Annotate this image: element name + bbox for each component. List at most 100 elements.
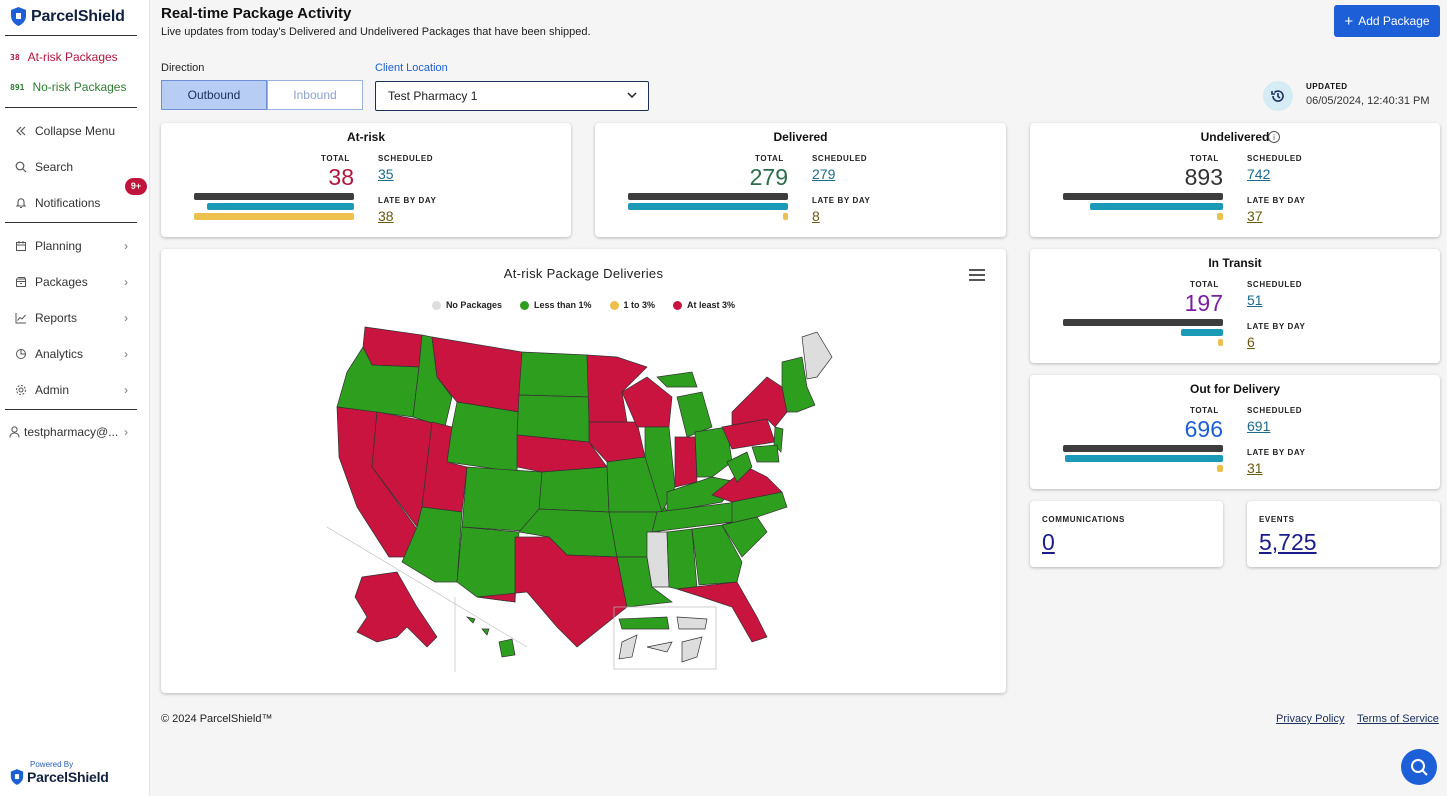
total-bar: [628, 193, 788, 200]
legend-dot: [519, 300, 529, 310]
hamburger-menu-icon[interactable]: [969, 269, 985, 283]
powered-by-text: Powered By: [30, 760, 74, 769]
powered-by-logo: Powered By ParcelShield: [10, 760, 109, 785]
state-texas: [476, 536, 628, 648]
us-choropleth-map: [327, 326, 833, 672]
late-label: LATE BY DAY: [812, 196, 871, 205]
search-button[interactable]: Search: [14, 160, 132, 174]
late-link[interactable]: 31: [1247, 460, 1263, 476]
sidebar-item-reports[interactable]: Reports ›: [14, 311, 132, 325]
late-link[interactable]: 37: [1247, 208, 1263, 224]
legend-item-at-least-3[interactable]: At least 3%: [673, 300, 735, 310]
info-icon[interactable]: i: [1268, 131, 1280, 143]
scheduled-link[interactable]: 51: [1247, 292, 1263, 308]
sidebar-item-analytics[interactable]: Analytics ›: [14, 347, 132, 361]
late-link[interactable]: 8: [812, 208, 820, 224]
card-communications: COMMUNICATIONS 0: [1030, 501, 1223, 567]
late-link[interactable]: 38: [378, 208, 394, 224]
analytics-icon: [14, 348, 27, 361]
total-label: TOTAL: [755, 154, 784, 163]
add-package-button[interactable]: + Add Package: [1334, 5, 1440, 37]
map-card: At-risk Package Deliveries No Packages L…: [161, 249, 1006, 693]
state-new-york: [731, 376, 788, 428]
sidebar-item-at-risk[interactable]: 38 At-risk Packages: [10, 50, 118, 64]
sidebar-item-no-risk[interactable]: 891 No-risk Packages: [10, 80, 126, 94]
legend-label: No Packages: [445, 300, 502, 310]
late-link[interactable]: 6: [1247, 334, 1255, 350]
terms-of-service-link[interactable]: Terms of Service: [1357, 713, 1439, 725]
card-out-for-delivery: Out for Delivery TOTAL 696 SCHEDULED 691 LATE…: [1030, 375, 1440, 489]
state-wisconsin: [621, 376, 673, 428]
card-delivered: Delivered TOTAL 279 SCHEDULED 279 LATE BY DAY…: [595, 123, 1006, 237]
sidebar: ParcelShield 38 At-risk Packages 891 No-…: [0, 0, 150, 796]
scheduled-bar: [1065, 455, 1223, 462]
state-mississippi: [646, 531, 670, 588]
notifications-badge: 9+: [125, 178, 147, 195]
territory-mariana: [681, 636, 703, 663]
total-bar: [1063, 193, 1223, 200]
scheduled-link[interactable]: 742: [1247, 166, 1271, 182]
privacy-policy-link[interactable]: Privacy Policy: [1276, 713, 1345, 725]
total-value: 893: [1184, 164, 1223, 190]
client-location-label: Client Location: [375, 62, 448, 74]
state-washington: [362, 326, 423, 368]
sidebar-item-admin[interactable]: Admin ›: [14, 383, 132, 397]
scheduled-link[interactable]: 691: [1247, 418, 1271, 434]
divider: [5, 222, 137, 223]
events-value[interactable]: 5,725: [1259, 529, 1317, 555]
state-ohio: [694, 426, 733, 478]
direction-toggle: Outbound Inbound: [161, 80, 363, 110]
territory-guam: [618, 634, 638, 660]
scheduled-link[interactable]: 279: [812, 166, 836, 182]
late-bar: [194, 213, 354, 220]
chart-line-icon: [14, 312, 27, 325]
bell-icon: [14, 197, 27, 210]
card-title: Out for Delivery: [1189, 382, 1281, 396]
legend-item-less-than-1[interactable]: Less than 1%: [519, 300, 592, 310]
state-alabama: [666, 528, 698, 590]
collapse-menu-button[interactable]: Collapse Menu: [14, 124, 132, 138]
scheduled-link[interactable]: 35: [378, 166, 394, 182]
communications-value[interactable]: 0: [1042, 529, 1055, 555]
search-icon: [1411, 759, 1428, 776]
state-pennsylvania: [721, 418, 776, 450]
user-account-button[interactable]: testpharmacy@... ›: [8, 425, 132, 439]
divider: [5, 35, 137, 36]
shield-logo-icon: [10, 769, 24, 785]
sidebar-item-planning[interactable]: Planning ›: [14, 239, 132, 253]
map-title: At-risk Package Deliveries: [503, 266, 664, 281]
package-icon: [14, 276, 27, 289]
sidebar-item-packages[interactable]: Packages ›: [14, 275, 132, 289]
total-bar: [1063, 319, 1223, 326]
late-bar: [1218, 339, 1223, 346]
state-indiana: [674, 436, 698, 488]
brand-name: ParcelShield: [31, 7, 125, 25]
late-bar: [1217, 465, 1223, 472]
brand-logo[interactable]: ParcelShield: [10, 7, 125, 26]
history-icon: [1263, 81, 1293, 111]
page-subtitle: Live updates from today's Delivered and …: [161, 26, 591, 38]
notifications-label: Notifications: [35, 196, 101, 210]
late-bar: [783, 213, 788, 220]
legend-label: 1 to 3%: [623, 300, 656, 310]
state-maryland-delaware: [751, 444, 780, 463]
legend-item-no-packages[interactable]: No Packages: [431, 300, 502, 310]
page-title: Real-time Package Activity: [161, 5, 352, 22]
state-new-mexico: [456, 526, 520, 603]
chevron-right-icon: ›: [124, 425, 128, 439]
divider: [5, 107, 137, 108]
shield-logo-icon: [11, 7, 26, 26]
direction-outbound-button[interactable]: Outbound: [161, 80, 267, 110]
late-label: LATE BY DAY: [1247, 322, 1306, 331]
legend-item-1-to-3[interactable]: 1 to 3%: [609, 300, 656, 310]
scheduled-bar: [628, 203, 788, 210]
client-location-select[interactable]: Test Pharmacy 1: [375, 81, 649, 111]
direction-inbound-button[interactable]: Inbound: [267, 80, 363, 110]
chat-search-button[interactable]: [1401, 749, 1437, 785]
sidebar-item-label: Packages: [35, 275, 88, 289]
state-north-dakota: [518, 351, 590, 398]
chevron-right-icon: ›: [124, 383, 128, 397]
notifications-button[interactable]: Notifications: [14, 196, 132, 210]
gear-icon: [14, 384, 27, 397]
sidebar-item-label: Admin: [35, 383, 70, 397]
